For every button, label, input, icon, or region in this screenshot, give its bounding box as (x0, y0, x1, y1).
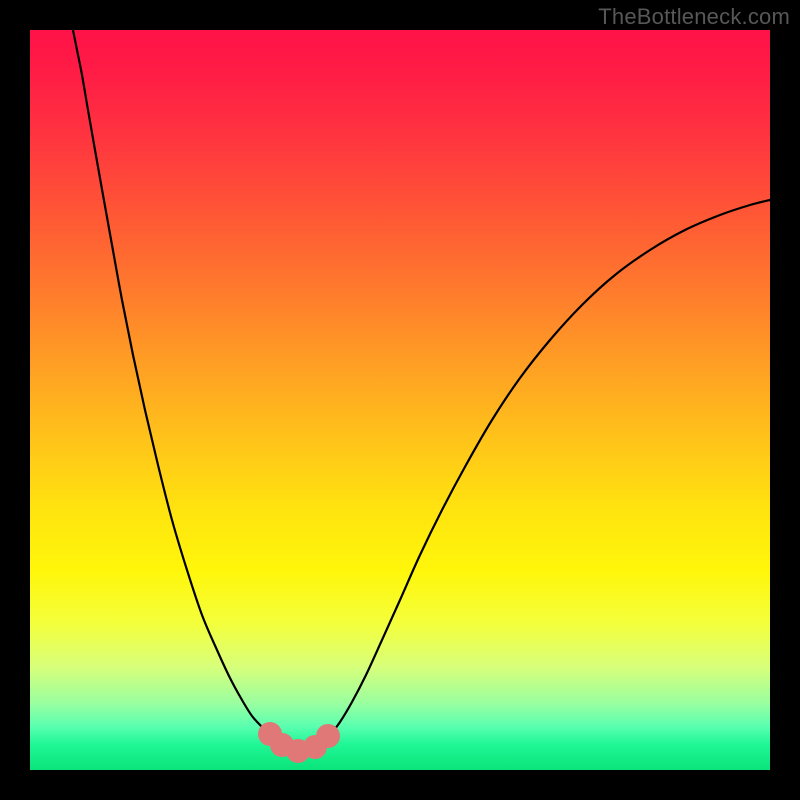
chart-frame: TheBottleneck.com (0, 0, 800, 800)
marker-point (316, 724, 340, 748)
watermark-text: TheBottleneck.com (598, 4, 790, 30)
bottleneck-chart (30, 30, 770, 770)
chart-background (30, 30, 770, 770)
